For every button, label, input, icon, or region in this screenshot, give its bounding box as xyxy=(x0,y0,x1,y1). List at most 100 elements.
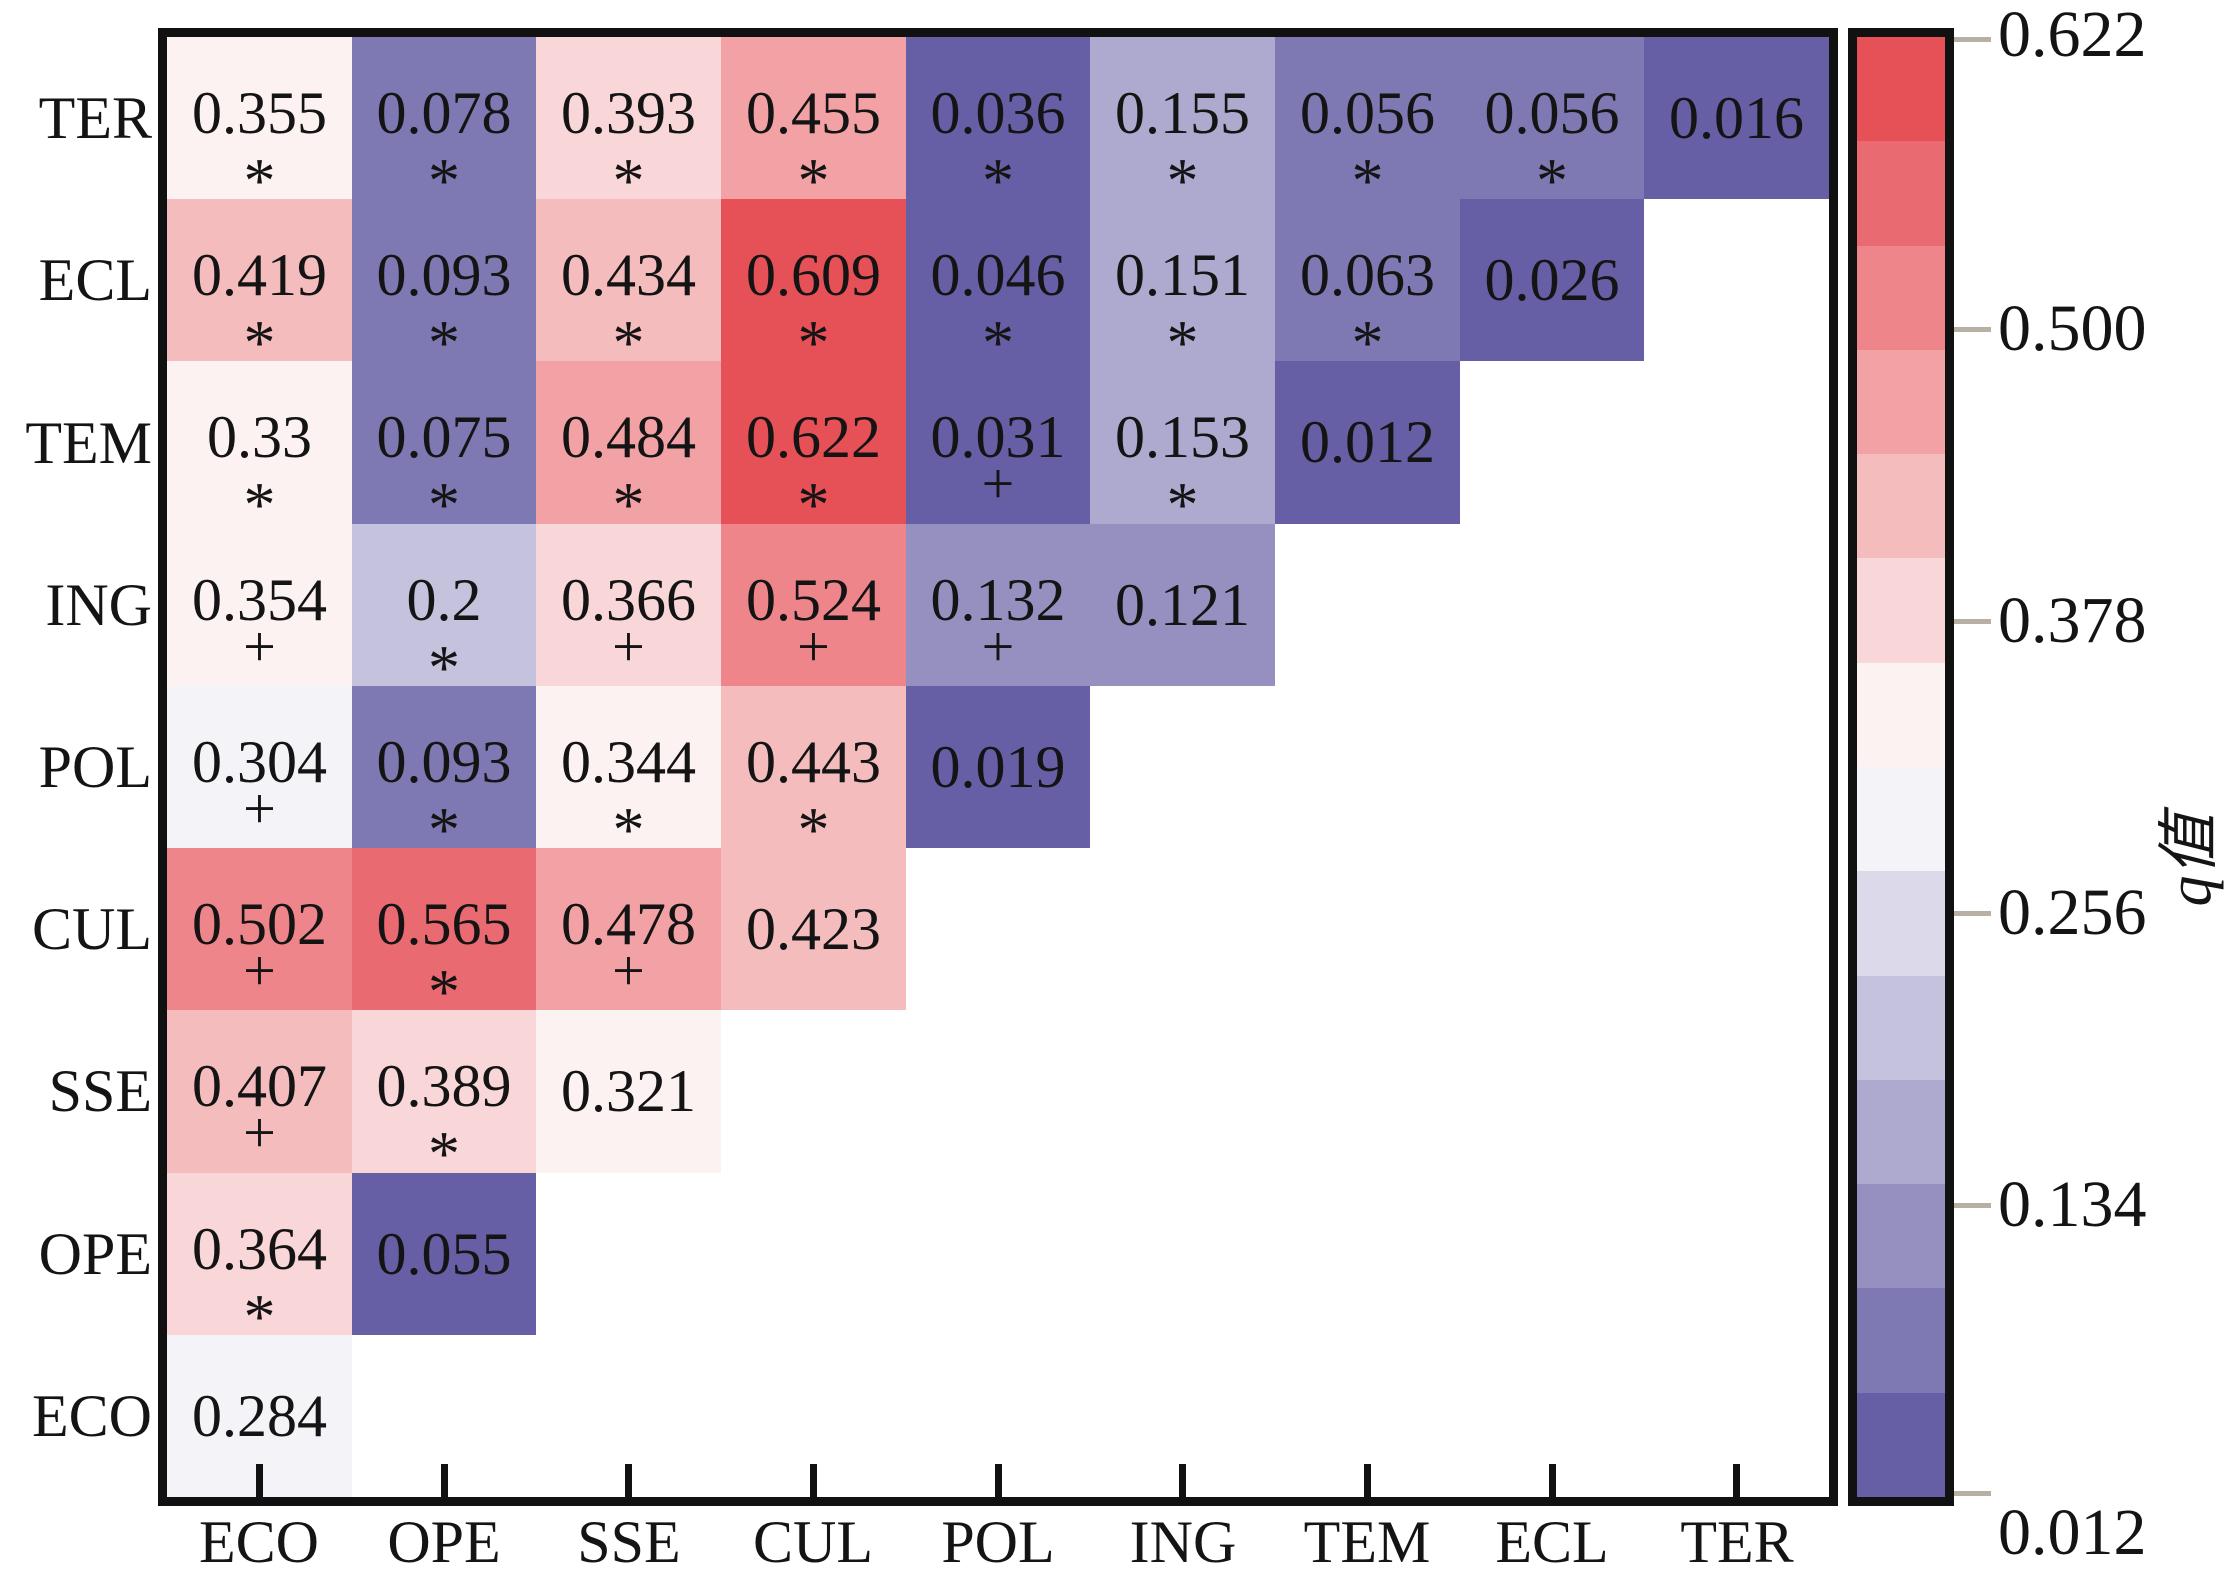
cell-value: 0.419 xyxy=(192,242,327,308)
colorbar-band xyxy=(1857,1080,1945,1184)
significance-asterisk-marker: * xyxy=(982,306,1014,378)
cell-value: 0.393 xyxy=(561,80,696,146)
heatmap-cell: 0.407 + xyxy=(167,1010,352,1173)
colorbar-tick-label: 0.134 xyxy=(1998,1168,2147,1241)
x-axis-label-ope: OPE xyxy=(387,1509,501,1575)
x-axis-label-cul: CUL xyxy=(753,1509,873,1575)
cell-value: 0.364 xyxy=(192,1216,327,1282)
x-axis-label-ecl: ECL xyxy=(1495,1509,1609,1575)
colorbar-tick xyxy=(1947,1491,1991,1496)
cell-value: 0.075 xyxy=(376,404,512,470)
heatmap-cell: 0.093 * xyxy=(352,686,536,861)
colorbar-tick-label: 0.012 xyxy=(1998,1496,2147,1569)
x-axis-label-pol: POL xyxy=(941,1509,1055,1575)
x-axis-label-ing: ING xyxy=(1129,1509,1237,1575)
cell-value: 0.321 xyxy=(561,1058,696,1124)
cell-value: 0.434 xyxy=(561,242,696,308)
x-axis-tick xyxy=(1179,1464,1186,1497)
colorbar-band xyxy=(1857,871,1945,976)
y-axis-label-eco: ECO xyxy=(32,1383,152,1449)
y-axis-label-ing: ING xyxy=(45,572,152,638)
significance-asterisk-marker: * xyxy=(243,144,276,216)
heatmap-cell: 0.389 * xyxy=(352,1010,536,1185)
colorbar-tick xyxy=(1947,327,1991,332)
significance-plus-marker: + xyxy=(612,937,645,1003)
heatmap-cell: 0.33 * xyxy=(167,361,352,540)
cell-value: 0.019 xyxy=(930,734,1066,800)
heatmap-cell: 0.056 * xyxy=(1275,37,1460,212)
heatmap-cell: 0.355 * xyxy=(167,37,352,216)
heatmap-cell: 0.434 * xyxy=(536,199,721,374)
y-axis-label-pol: POL xyxy=(38,734,152,800)
colorbar-tick-label: 0.622 xyxy=(1998,0,2147,71)
cell-value: 0.609 xyxy=(746,242,881,308)
significance-asterisk-marker: * xyxy=(243,468,276,540)
x-axis-tick xyxy=(256,1464,263,1497)
heatmap-cell: 0.019 xyxy=(906,686,1090,848)
cell-value: 0.132 xyxy=(930,567,1066,633)
heatmap-cell: 0.484 * xyxy=(536,361,721,540)
significance-asterisk-marker: * xyxy=(1166,144,1199,216)
cell-value: 0.093 xyxy=(376,729,512,795)
x-axis-tick xyxy=(1549,1464,1556,1497)
colorbar-tick xyxy=(1947,1203,1991,1208)
significance-plus-marker: + xyxy=(981,450,1015,516)
colorbar-band xyxy=(1857,767,1945,871)
cell-value: 0.055 xyxy=(376,1221,512,1287)
significance-asterisk-marker: * xyxy=(428,955,460,1027)
significance-asterisk-marker: * xyxy=(612,468,645,540)
colorbar-band xyxy=(1857,558,1945,663)
colorbar-tick xyxy=(1947,37,1991,42)
cell-value: 0.502 xyxy=(192,891,327,957)
y-axis-label-ecl: ECL xyxy=(38,247,152,313)
x-axis-tick xyxy=(441,1464,448,1497)
cell-value: 0.151 xyxy=(1115,242,1250,308)
heatmap-cell: 0.093 * xyxy=(352,199,536,374)
heatmap-cell: 0.393 * xyxy=(536,37,721,216)
y-axis-label-ter: TER xyxy=(38,85,152,151)
colorbar-tick xyxy=(1947,619,1991,624)
heatmap-cell: 0.455 * xyxy=(721,37,906,212)
x-axis-tick xyxy=(1733,1464,1740,1497)
cell-value: 0.355 xyxy=(192,80,327,146)
heatmap-cell: 0.284 xyxy=(167,1335,352,1497)
significance-asterisk-marker: * xyxy=(428,144,460,216)
cell-value: 0.33 xyxy=(207,404,312,470)
heatmap-cell: 0.478 + xyxy=(536,848,721,1010)
cell-value: 0.484 xyxy=(561,404,696,470)
y-axis-label-tem: TEM xyxy=(25,410,152,476)
colorbar-tick-label: 0.256 xyxy=(1998,876,2147,949)
x-axis-tick xyxy=(810,1464,817,1497)
colorbar-band xyxy=(1857,246,1945,350)
heatmap-cell: 0.031 + xyxy=(906,361,1090,524)
heatmap-cell: 0.609 * xyxy=(721,199,906,374)
colorbar-tick xyxy=(1947,911,1991,916)
colorbar-band xyxy=(1857,350,1945,454)
cell-value: 0.622 xyxy=(746,404,881,470)
heatmap-cell: 0.026 xyxy=(1460,199,1644,361)
heatmap-cell: 0.151 * xyxy=(1090,199,1275,374)
cell-value: 0.344 xyxy=(561,729,696,795)
colorbar-tick-label: 0.378 xyxy=(1998,584,2147,657)
colorbar-band xyxy=(1857,663,1945,767)
colorbar-band xyxy=(1857,454,1945,558)
heatmap-cell: 0.012 xyxy=(1275,361,1460,524)
heatmap-cell: 0.153 * xyxy=(1090,361,1275,536)
cell-value: 0.155 xyxy=(1115,80,1250,146)
colorbar-band xyxy=(1857,37,1945,141)
cell-value: 0.026 xyxy=(1484,247,1620,313)
significance-plus-marker: + xyxy=(243,775,276,841)
heatmap-cell: 0.036 * xyxy=(906,37,1090,212)
cell-value: 0.012 xyxy=(1300,409,1435,475)
heatmap-cell: 0.344 * xyxy=(536,686,721,861)
significance-asterisk-marker: * xyxy=(612,144,645,216)
cell-value: 0.389 xyxy=(376,1053,512,1119)
colorbar xyxy=(1857,37,1945,1497)
x-axis-label-sse: SSE xyxy=(577,1509,681,1575)
cell-value: 0.284 xyxy=(192,1383,327,1449)
cell-value: 0.366 xyxy=(561,567,696,633)
heatmap-cell: 0.078 * xyxy=(352,37,536,216)
heatmap-cell: 0.063 * xyxy=(1275,199,1460,374)
significance-plus-marker: + xyxy=(243,937,276,1003)
